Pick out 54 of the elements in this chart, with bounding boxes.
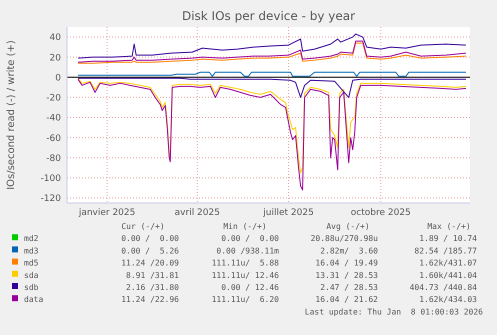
text: 0.00 /938.11m (216, 246, 280, 256)
legend-label: md2 (24, 234, 39, 244)
text: 8.91 /31.81 (126, 270, 180, 280)
y-tick-label: 40 (50, 33, 62, 44)
text: 0.00 / 5.26 (121, 246, 180, 256)
y-tick-label: 0 (55, 73, 62, 84)
legend-label: data (24, 295, 44, 304)
text: 11.24 /22.96 (121, 295, 180, 304)
text: 111.11u/ 12.46 (212, 270, 280, 280)
y-tick-label: -100 (40, 174, 62, 184)
x-tick-label: juillet 2025 (262, 208, 314, 218)
text: 1.62k/431.07 (419, 258, 478, 268)
text: 0.00 / 12.46 (221, 283, 280, 292)
text: 82.54 /185.77 (414, 246, 478, 256)
y-axis-title: IOs/second read (-) / write (+) (6, 40, 17, 190)
text: 1.60k/441.04 (419, 270, 478, 280)
y-tick-label: -120 (40, 194, 62, 204)
text: 2.47 / 28.53 (320, 283, 378, 292)
text: Max (-/+) (427, 222, 471, 231)
text: 11.24 /20.09 (121, 258, 180, 268)
text: 2.16 /31.80 (126, 283, 180, 292)
text: 404.73 /440.84 (410, 283, 478, 292)
line-series (78, 34, 466, 59)
chart-title: Disk IOs per device - by year (182, 9, 356, 23)
line-series (78, 78, 466, 174)
legend-label: md5 (24, 258, 39, 268)
text: 1.89 / 10.74 (419, 234, 478, 244)
legend-label: sdb (24, 283, 39, 292)
y-tick-label: -40 (46, 114, 62, 124)
y-tick-label: -20 (46, 94, 62, 104)
text: 111.11u/ 6.20 (212, 295, 280, 304)
text: Avg (-/+) (326, 222, 370, 231)
text: 16.04 / 21.62 (315, 295, 378, 304)
text: 20.88u/270.98u (310, 234, 378, 244)
text: Last update: Thu Jan 8 01:00:03 2026 (304, 307, 484, 316)
x-tick-label: avril 2025 (174, 208, 220, 218)
text: 111.11u/ 5.88 (212, 258, 280, 268)
line-series (78, 78, 466, 98)
text: 13.31 / 28.53 (315, 270, 378, 280)
legend-label: md3 (24, 246, 39, 256)
text: 0.00 / 0.00 (221, 234, 280, 244)
y-tick-label: -60 (46, 134, 62, 144)
legend-label: sda (24, 270, 39, 280)
y-tick-label: -80 (46, 154, 62, 164)
x-tick-label: octobre 2025 (350, 208, 411, 218)
text: 2.82m/ 3.60 (320, 246, 378, 256)
text: Cur (-/+) (121, 222, 165, 231)
text: Min (-/+) (223, 222, 267, 231)
line-series (78, 78, 466, 190)
text: 0.00 / 0.00 (121, 234, 180, 244)
y-tick-label: 20 (50, 53, 62, 64)
x-tick-label: janvier 2025 (78, 208, 136, 218)
text: 16.04 / 19.49 (315, 258, 378, 268)
text: 1.62k/434.03 (419, 295, 478, 304)
